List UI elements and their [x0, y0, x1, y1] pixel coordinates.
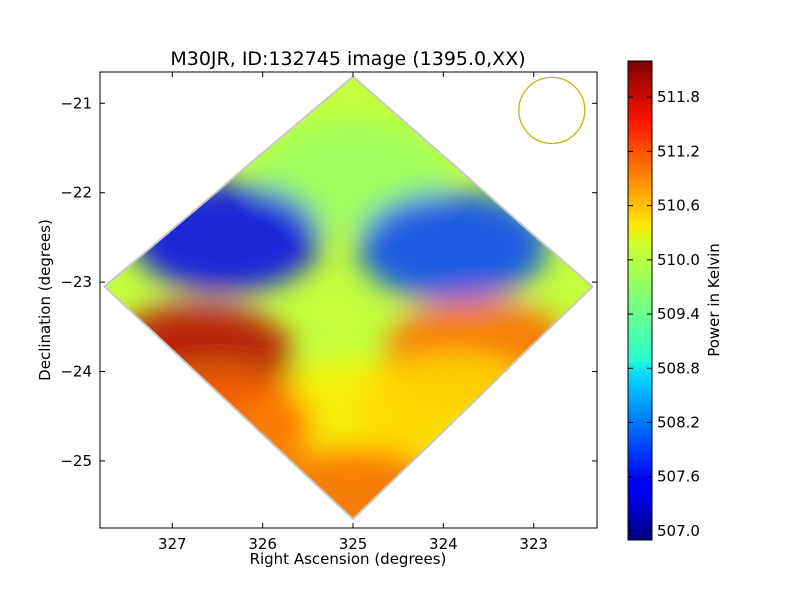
colorbar-tick-label: 507.0 [657, 522, 700, 540]
y-tick-label: −22 [60, 184, 92, 202]
colorbar-tick-label: 510.0 [657, 251, 700, 269]
colorbar-tick-label: 508.8 [657, 359, 700, 377]
colorbar-tick-label: 510.6 [657, 197, 700, 215]
x-axis-label: Right Ascension (degrees) [250, 550, 447, 568]
y-axis-ticks: −21 −22 −23 −24 −25 [60, 94, 597, 470]
y-tick-label: −25 [60, 452, 92, 470]
colorbar: 507.0 507.6 508.2 508.8 509.4 510.0 510.6 511.2… [627, 60, 723, 541]
colorbar-tick-label: 511.8 [657, 88, 700, 106]
x-tick-label: 325 [339, 535, 368, 553]
colorbar-ticks: 507.0 507.6 508.2 508.8 509.4 510.0 510.6 511.2… [628, 88, 700, 540]
colorbar-tick-label: 509.4 [657, 305, 700, 323]
y-tick-label: −21 [60, 94, 92, 112]
colorbar-tick-label: 508.2 [657, 414, 700, 432]
x-tick-label: 326 [248, 535, 277, 553]
y-tick-label: −23 [60, 273, 92, 291]
colorbar-tick-label: 511.2 [657, 142, 700, 160]
beam-circle [518, 76, 586, 145]
footprint-edge [102, 75, 594, 521]
chart-title: M30JR, ID:132745 image (1395.0,XX) [170, 48, 525, 70]
colorbar-label: Power in Kelvin [705, 243, 723, 357]
y-axis-label: Declination (degrees) [36, 219, 54, 381]
region-north-east-low [357, 191, 548, 302]
plot-frame [99, 71, 598, 529]
x-axis-ticks: 327 326 325 324 323 [158, 72, 548, 553]
x-tick-label: 323 [519, 535, 548, 553]
x-tick-label: 327 [158, 535, 187, 553]
plot-area: 327 326 325 324 323 −21 −22 −23 −24 −25 [60, 71, 598, 553]
y-tick-label: −24 [60, 363, 92, 381]
colorbar-gradient [628, 61, 652, 540]
colorbar-tick-label: 507.6 [657, 468, 700, 486]
x-tick-label: 324 [429, 535, 458, 553]
colorbar-frame [627, 60, 653, 541]
